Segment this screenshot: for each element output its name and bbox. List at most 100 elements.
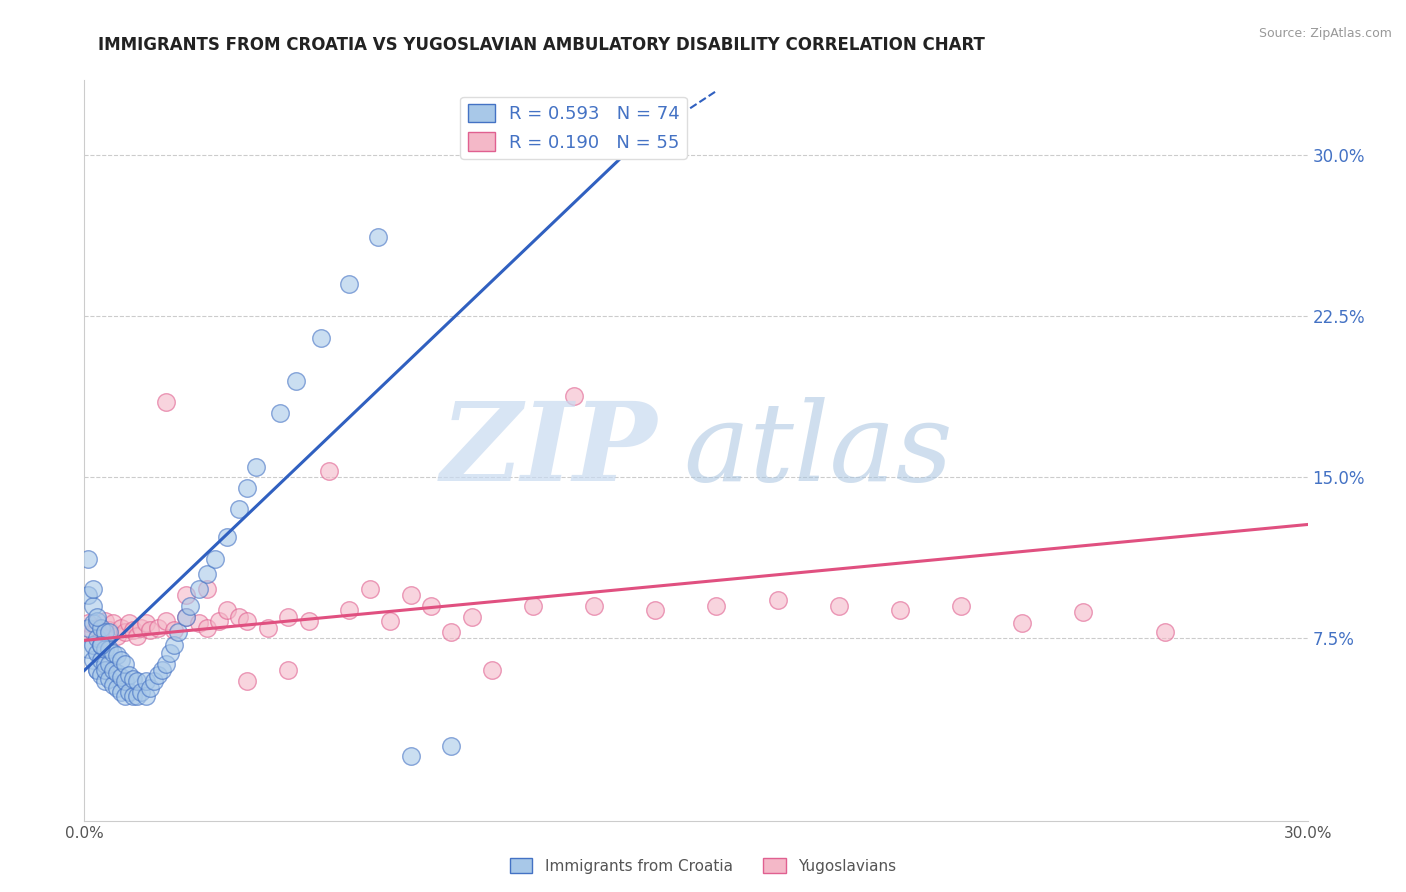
Point [298,614,321,628]
Point [187,582,209,596]
Point [105,648,128,663]
Point [155,395,177,409]
Point [105,629,128,643]
Point [118,616,141,631]
Point [562,389,585,403]
Point [174,609,197,624]
Point [1073,606,1095,620]
Point [97,672,120,686]
Point [105,681,128,695]
Point [90,653,112,667]
Point [163,638,186,652]
Text: atlas: atlas [683,397,953,504]
Point [236,481,259,495]
Point [82,599,104,613]
Point [114,624,136,639]
Point [114,689,136,703]
Point [114,657,136,671]
Point [110,620,132,634]
Point [131,620,153,634]
Point [82,582,104,596]
Point [93,624,115,639]
Point [583,599,606,613]
Point [228,609,250,624]
Point [93,614,115,628]
Point [93,657,115,671]
Point [77,616,100,631]
Point [277,609,299,624]
Point [217,603,239,617]
Point [257,620,280,634]
Point [127,674,149,689]
Point [318,464,340,478]
Point [118,667,141,681]
Point [82,653,104,667]
Point [90,620,112,634]
Point [97,657,120,671]
Point [440,624,463,639]
Point [339,603,361,617]
Point [245,459,267,474]
Point [105,665,128,680]
Point [150,664,173,678]
Point [97,623,120,637]
Point [481,664,503,678]
Point [90,632,112,646]
Point [146,620,169,634]
Point [1154,624,1177,639]
Point [77,588,100,602]
Text: ZIP: ZIP [441,397,658,504]
Legend: Immigrants from Croatia, Yugoslavians: Immigrants from Croatia, Yugoslavians [503,852,903,880]
Point [110,670,132,684]
Point [135,616,157,631]
Point [93,674,115,689]
Point [828,599,851,613]
Point [163,623,186,637]
Point [766,592,789,607]
Point [208,614,231,628]
Point [155,657,177,671]
Point [195,566,218,581]
Point [195,582,218,596]
Point [77,551,100,566]
Point [309,331,332,345]
Point [86,614,108,628]
Point [142,674,165,689]
Point [86,632,108,646]
Point [236,614,259,628]
Point [101,616,124,631]
Point [359,582,381,596]
Point [77,620,100,634]
Point [440,739,463,753]
Point [217,530,239,544]
Point [127,689,149,703]
Point [285,374,308,388]
Point [174,609,197,624]
Point [97,642,120,657]
Point [110,653,132,667]
Point [122,623,145,637]
Point [706,599,728,613]
Point [90,667,112,681]
Point [86,664,108,678]
Point [131,685,153,699]
Point [522,599,544,613]
Point [135,674,157,689]
Text: Source: ZipAtlas.com: Source: ZipAtlas.com [1258,27,1392,40]
Text: IMMIGRANTS FROM CROATIA VS YUGOSLAVIAN AMBULATORY DISABILITY CORRELATION CHART: IMMIGRANTS FROM CROATIA VS YUGOSLAVIAN A… [98,36,986,54]
Point [82,624,104,639]
Point [399,749,422,764]
Point [367,230,389,244]
Point [93,642,115,657]
Point [146,667,169,681]
Point [86,646,108,660]
Point [114,674,136,689]
Point [86,664,108,678]
Point [93,664,115,678]
Point [339,277,361,292]
Point [950,599,973,613]
Point [122,672,145,686]
Point [204,551,226,566]
Point [461,609,484,624]
Point [179,599,201,613]
